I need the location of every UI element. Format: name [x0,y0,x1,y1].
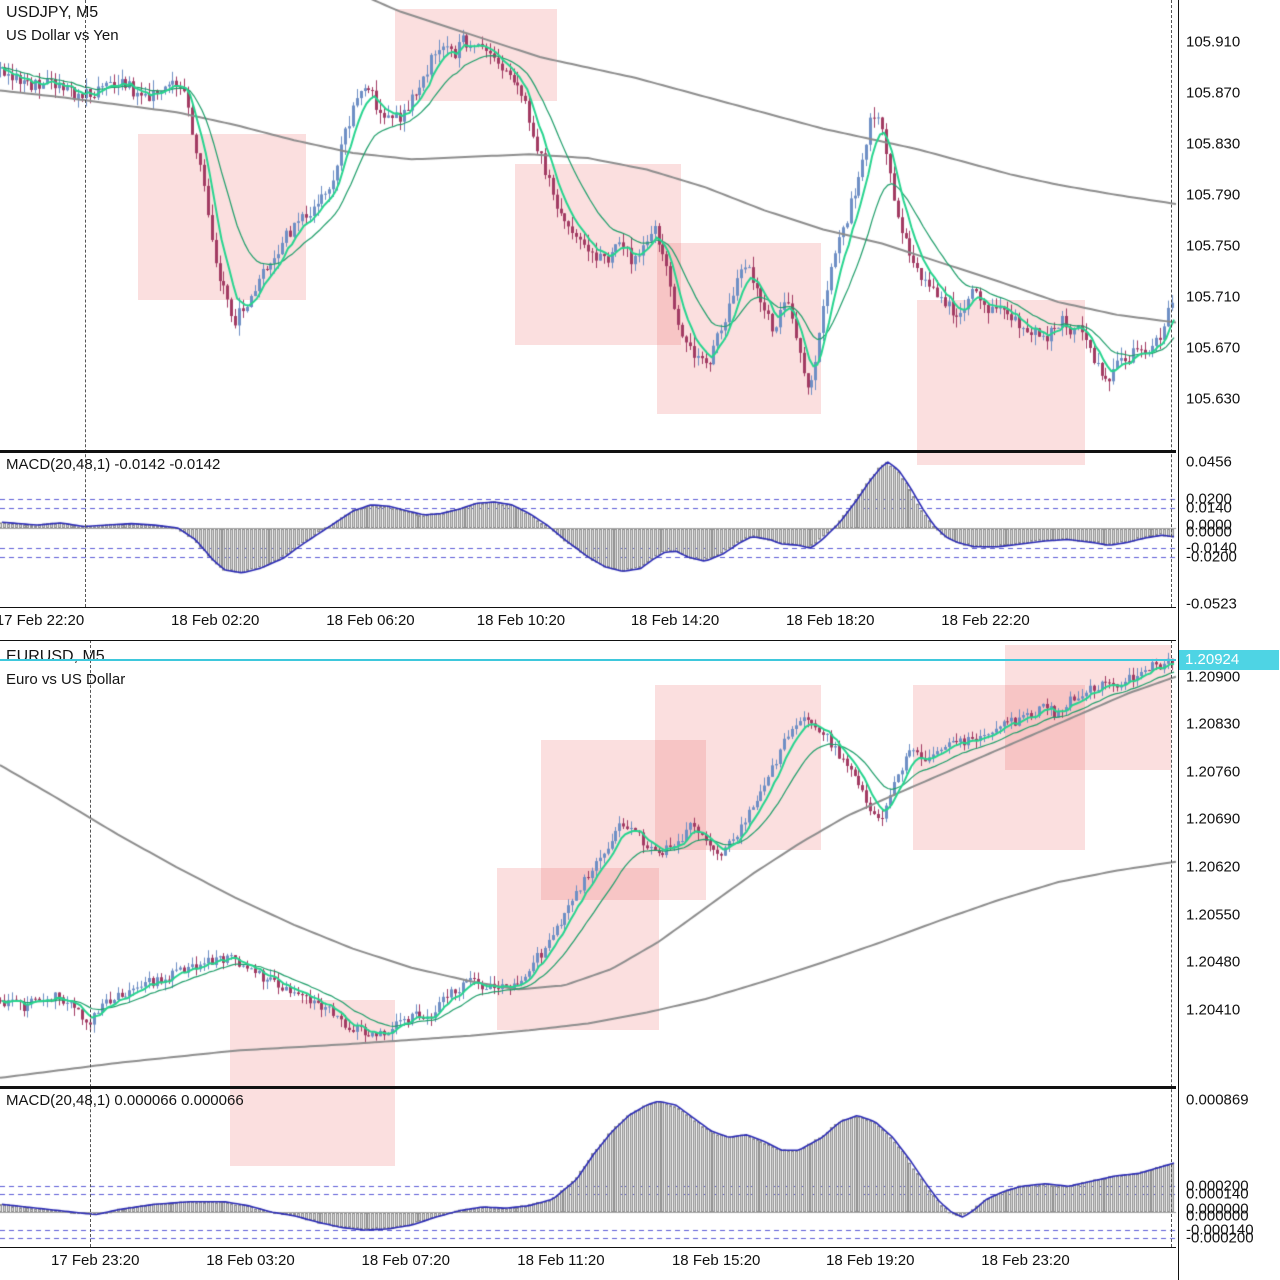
eurusd-current-time-marker [1171,640,1173,1247]
usdjpy-macd-label: MACD(20,48,1) -0.0142 -0.0142 [6,456,221,473]
eurusd-symbol-subtitle: Euro vs US Dollar [6,671,126,688]
eurusd-top-border [0,640,1176,641]
usdjpy-current-time-marker [1171,0,1173,607]
usdjpy-day-separator-line [85,0,87,607]
current-price-line [0,659,1176,662]
eurusd-day-separator-line [90,640,92,1247]
eurusd-chart-canvas[interactable] [0,640,1280,1280]
current-price-tag: 1.20924 [1179,650,1279,671]
usdjpy-symbol-title: USDJPY, M5 [6,4,99,21]
usdjpy-chart-group: USDJPY, M5 US Dollar vs Yen MACD(20,48,1… [0,0,1280,638]
usdjpy-chart-canvas[interactable] [0,0,1280,638]
eurusd-chart-group: EURUSD, M5 Euro vs US Dollar MACD(20,48,… [0,640,1280,1280]
usdjpy-time-axis-line [0,607,1176,608]
usdjpy-macd-divider [0,450,1176,453]
usdjpy-symbol-subtitle: US Dollar vs Yen [6,27,119,44]
eurusd-time-axis-line [0,1247,1176,1248]
eurusd-macd-divider [0,1086,1176,1089]
price-axis-border-line [1178,0,1179,1280]
eurusd-symbol-title: EURUSD, M5 [6,648,105,665]
eurusd-macd-label: MACD(20,48,1) 0.000066 0.000066 [6,1092,244,1109]
